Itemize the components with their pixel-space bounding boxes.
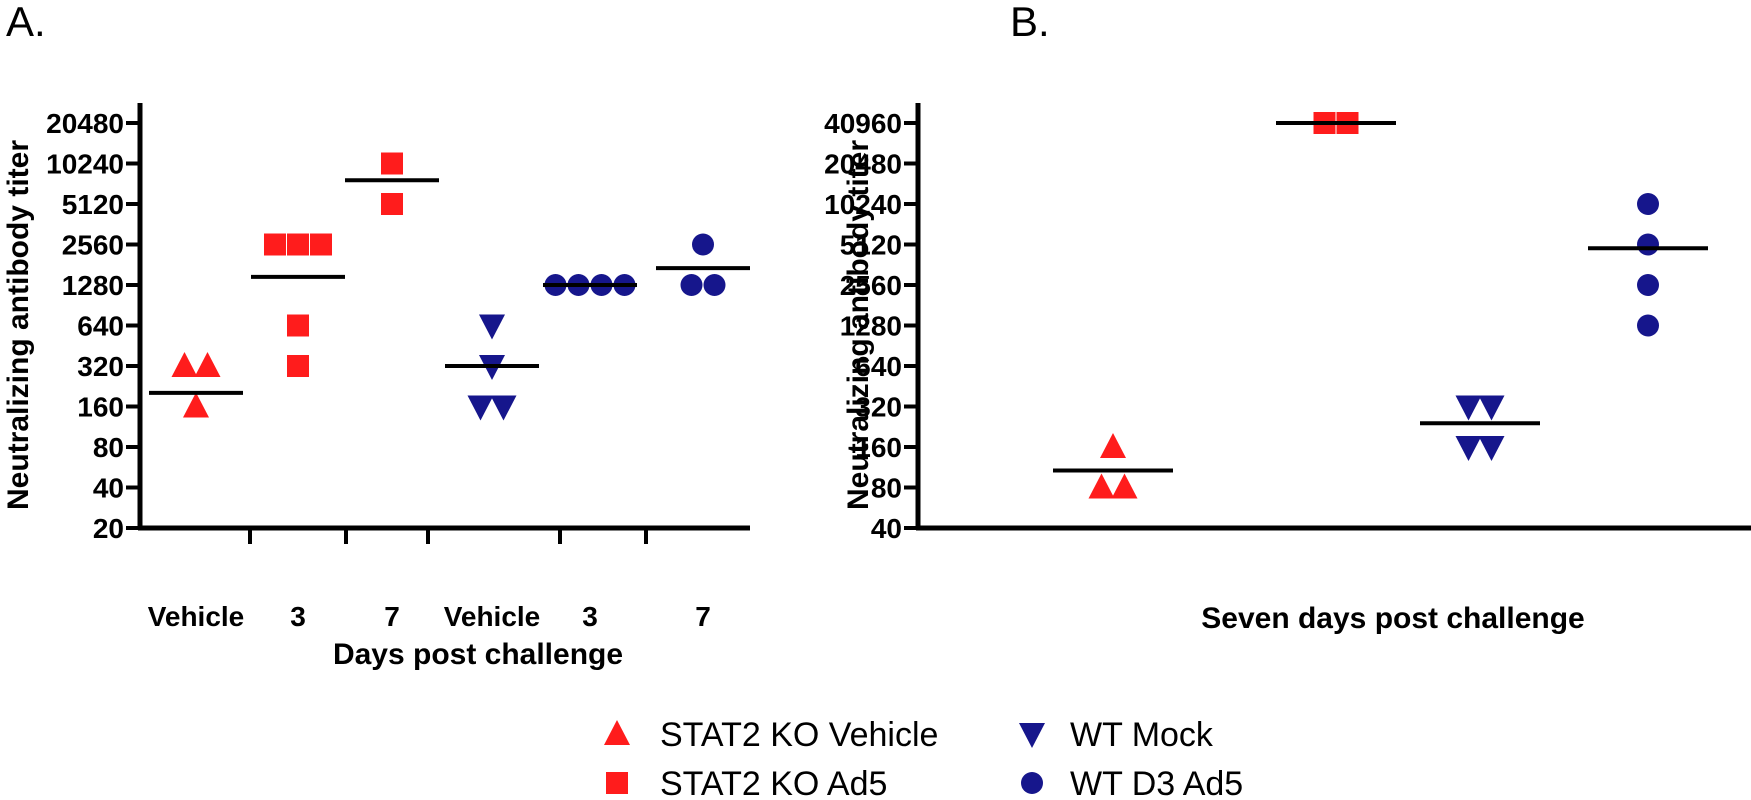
data-point bbox=[1478, 395, 1505, 421]
data-point bbox=[1100, 433, 1126, 458]
y-tick-label: 1280 bbox=[840, 311, 902, 342]
x-tick-label: Vehicle bbox=[148, 601, 245, 632]
panel-b: B. Neutralizing antibody titer Seven day… bbox=[824, 0, 1751, 635]
y-tick-label: 5120 bbox=[62, 189, 124, 220]
data-point bbox=[287, 355, 309, 377]
panel-b-x-axis-title: Seven days post challenge bbox=[1201, 602, 1584, 635]
data-point bbox=[490, 395, 517, 421]
data-point bbox=[1637, 274, 1659, 296]
data-point bbox=[264, 233, 286, 256]
data-point bbox=[1478, 436, 1505, 461]
x-tick-label: 3 bbox=[290, 601, 306, 632]
data-point bbox=[1088, 473, 1115, 499]
data-point bbox=[467, 395, 494, 421]
legend-marker-triangle-up bbox=[604, 720, 630, 745]
y-tick-label: 160 bbox=[77, 392, 124, 423]
y-tick-label: 2560 bbox=[62, 230, 124, 261]
panel-b-label: B. bbox=[1010, 0, 1050, 45]
data-point bbox=[171, 352, 198, 377]
data-point bbox=[1455, 436, 1482, 461]
data-point bbox=[703, 274, 726, 296]
data-point bbox=[381, 193, 403, 215]
data-point bbox=[1637, 193, 1659, 215]
y-tick-label: 80 bbox=[871, 473, 902, 504]
legend-marker-square bbox=[606, 772, 628, 794]
legend-marker-circle bbox=[1021, 772, 1043, 794]
data-point bbox=[692, 233, 714, 256]
data-point bbox=[183, 392, 209, 418]
y-tick-label: 160 bbox=[855, 432, 902, 463]
panel-a-y-axis-title: Neutralizing antibody titer bbox=[2, 140, 35, 510]
data-point bbox=[1637, 233, 1659, 256]
y-tick-label: 320 bbox=[855, 392, 902, 423]
data-point bbox=[1637, 314, 1659, 337]
y-tick-label: 2560 bbox=[840, 270, 902, 301]
legend-label-stat2-ko-ad5: STAT2 KO Ad5 bbox=[660, 765, 887, 800]
y-tick-label: 640 bbox=[77, 311, 124, 342]
legend-label-stat2-ko-vehicle: STAT2 KO Vehicle bbox=[660, 716, 938, 754]
panel-b-y-axis-title: Neutralizing antibody titer bbox=[842, 140, 875, 510]
y-tick-label: 320 bbox=[77, 351, 124, 382]
data-point bbox=[287, 314, 309, 337]
y-tick-label: 1280 bbox=[62, 270, 124, 301]
data-point bbox=[479, 314, 505, 340]
y-tick-label: 40 bbox=[871, 513, 902, 544]
data-point bbox=[310, 233, 332, 256]
y-tick-label: 5120 bbox=[840, 230, 902, 261]
y-tick-label: 10240 bbox=[824, 189, 902, 220]
y-tick-label: 80 bbox=[93, 432, 124, 463]
data-point bbox=[1455, 395, 1482, 421]
x-tick-label: 7 bbox=[384, 601, 400, 632]
data-point bbox=[194, 352, 221, 377]
legend-label-wt-d3-ad5: WT D3 Ad5 bbox=[1070, 765, 1243, 800]
panel-a-x-axis-title: Days post challenge bbox=[333, 638, 623, 671]
y-tick-label: 40960 bbox=[824, 108, 902, 139]
panel-a-label: A. bbox=[6, 0, 46, 45]
data-point bbox=[287, 233, 309, 256]
y-tick-label: 10240 bbox=[46, 149, 124, 180]
y-tick-label: 20480 bbox=[824, 149, 902, 180]
x-tick-label: 7 bbox=[695, 601, 711, 632]
y-tick-label: 20 bbox=[93, 513, 124, 544]
x-tick-label: Vehicle bbox=[444, 601, 541, 632]
data-point bbox=[1111, 473, 1138, 499]
x-tick-label: 3 bbox=[582, 601, 598, 632]
panel-a: A. Neutralizing antibody titer Days post… bbox=[2, 0, 750, 671]
data-point bbox=[680, 274, 703, 296]
legend-label-wt-mock: WT Mock bbox=[1070, 716, 1214, 754]
y-tick-label: 640 bbox=[855, 351, 902, 382]
data-point bbox=[381, 152, 403, 175]
y-tick-label: 40 bbox=[93, 473, 124, 504]
legend: STAT2 KO Vehicle STAT2 KO Ad5 WT Mock WT… bbox=[604, 716, 1243, 800]
legend-marker-triangle-down bbox=[1019, 723, 1045, 748]
y-tick-label: 20480 bbox=[46, 108, 124, 139]
